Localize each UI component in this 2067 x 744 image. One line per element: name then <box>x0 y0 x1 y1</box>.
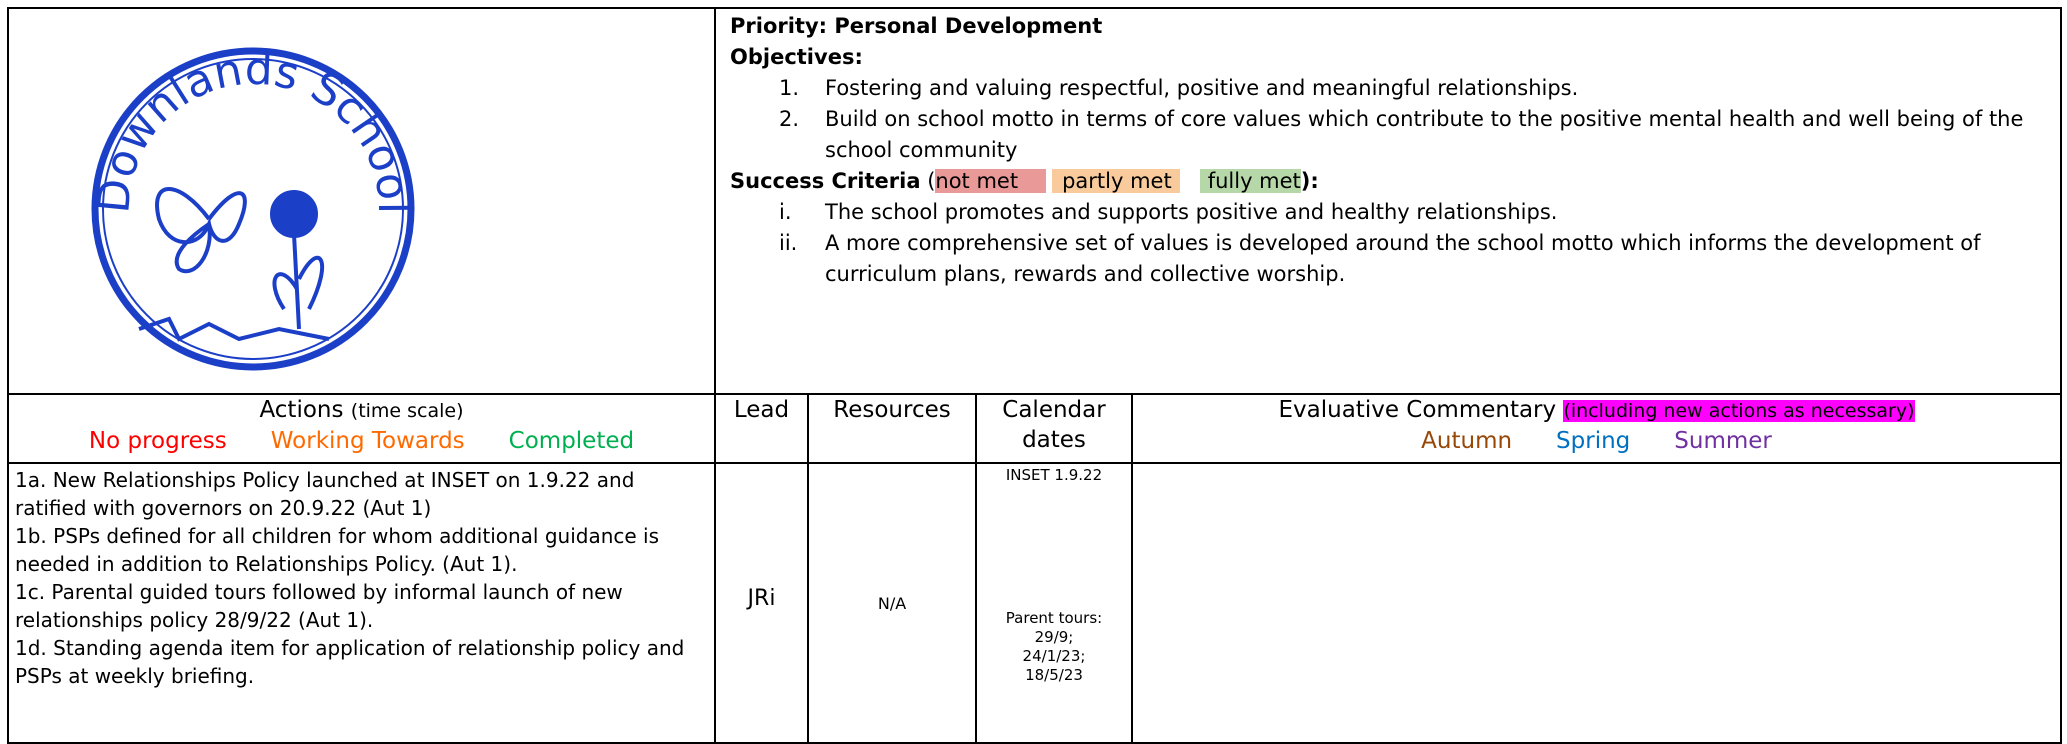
objective: 1. Fostering and valuing respectful, posi… <box>730 73 2046 104</box>
criterion-text: A more comprehensive set of values is de… <box>825 231 1981 286</box>
page: Downlands School Priority: Personal Deve… <box>7 7 2063 744</box>
calendar-cell: INSET 1.9.22 Parent tours: 29/9; 24/1/23… <box>975 462 1133 744</box>
paren: ( <box>927 169 936 193</box>
objective-text: Fostering and valuing respectful, positi… <box>825 76 1579 100</box>
status-working: Working Towards <box>270 428 465 454</box>
legend-not-met: not met <box>935 169 1047 193</box>
status-no-progress: No progress <box>88 428 227 454</box>
marker: ii. <box>779 231 798 255</box>
objectives-label: Objectives: <box>730 45 863 69</box>
logo-text-path: Downlands School <box>88 44 419 215</box>
action: 1a. New Relationships Policy launched at… <box>15 468 635 520</box>
commentary-note: (including new actions as necessary) <box>1563 400 1915 422</box>
paren: ): <box>1300 169 1319 193</box>
plan-table: Downlands School Priority: Personal Deve… <box>7 7 2063 744</box>
criterion-text: The school promotes and supports positiv… <box>825 200 1558 224</box>
logo-cell: Downlands School <box>7 7 716 395</box>
term-spring: Spring <box>1556 428 1631 454</box>
lead-cell: JRi <box>714 462 809 744</box>
term-summer: Summer <box>1674 428 1772 454</box>
objective-text: Build on school motto in terms of core v… <box>825 107 2024 162</box>
actions-cell: 1a. New Relationships Policy launched at… <box>7 462 716 744</box>
term-autumn: Autumn <box>1421 428 1513 454</box>
commentary-title: Evaluative Commentary <box>1278 397 1557 423</box>
actions-header: Actions (time scale) No progress Working … <box>7 393 716 464</box>
commentary-header: Evaluative Commentary (including new act… <box>1130 393 2063 464</box>
marker: i. <box>779 200 792 224</box>
calendar-header: Calendar dates <box>975 393 1133 464</box>
lead-header: Lead <box>714 393 809 464</box>
legend-fully-met: fully met <box>1199 169 1301 193</box>
commentary-cell <box>1130 462 2063 744</box>
priority-cell: Priority: Personal Development Objective… <box>713 7 2063 395</box>
priority-title: Priority: Personal Development <box>730 14 1103 38</box>
action: 1d. Standing agenda item for application… <box>15 636 685 688</box>
success-label: Success Criteria <box>730 169 921 193</box>
resources-cell: N/A <box>807 462 977 744</box>
action: 1b. PSPs defined for all children for wh… <box>15 524 660 576</box>
objective: 2. Build on school motto in terms of core… <box>730 104 2046 166</box>
logo-text: Downlands School <box>88 44 419 215</box>
actions-title: Actions <box>259 397 344 423</box>
marker: 1. <box>779 76 800 100</box>
logo: Downlands School <box>88 44 419 371</box>
marker: 2. <box>779 107 800 131</box>
legend-partly-met: partly met <box>1052 169 1180 193</box>
actions-note: (time scale) <box>350 400 464 422</box>
success-line: Success Criteria (not met partly met fully… <box>730 166 2046 197</box>
action: 1c. Parental guided tours followed by in… <box>15 580 623 632</box>
resources-header: Resources <box>807 393 977 464</box>
calendar-entry: Parent tours: 29/9; 24/1/23; 18/5/23 <box>1005 609 1103 684</box>
criterion: i. The school promotes and supports posit… <box>730 197 2046 228</box>
criterion: ii. A more comprehensive set of values is… <box>730 228 2046 290</box>
calendar-entry: INSET 1.9.22 <box>1005 466 1103 484</box>
status-completed: Completed <box>508 428 635 454</box>
